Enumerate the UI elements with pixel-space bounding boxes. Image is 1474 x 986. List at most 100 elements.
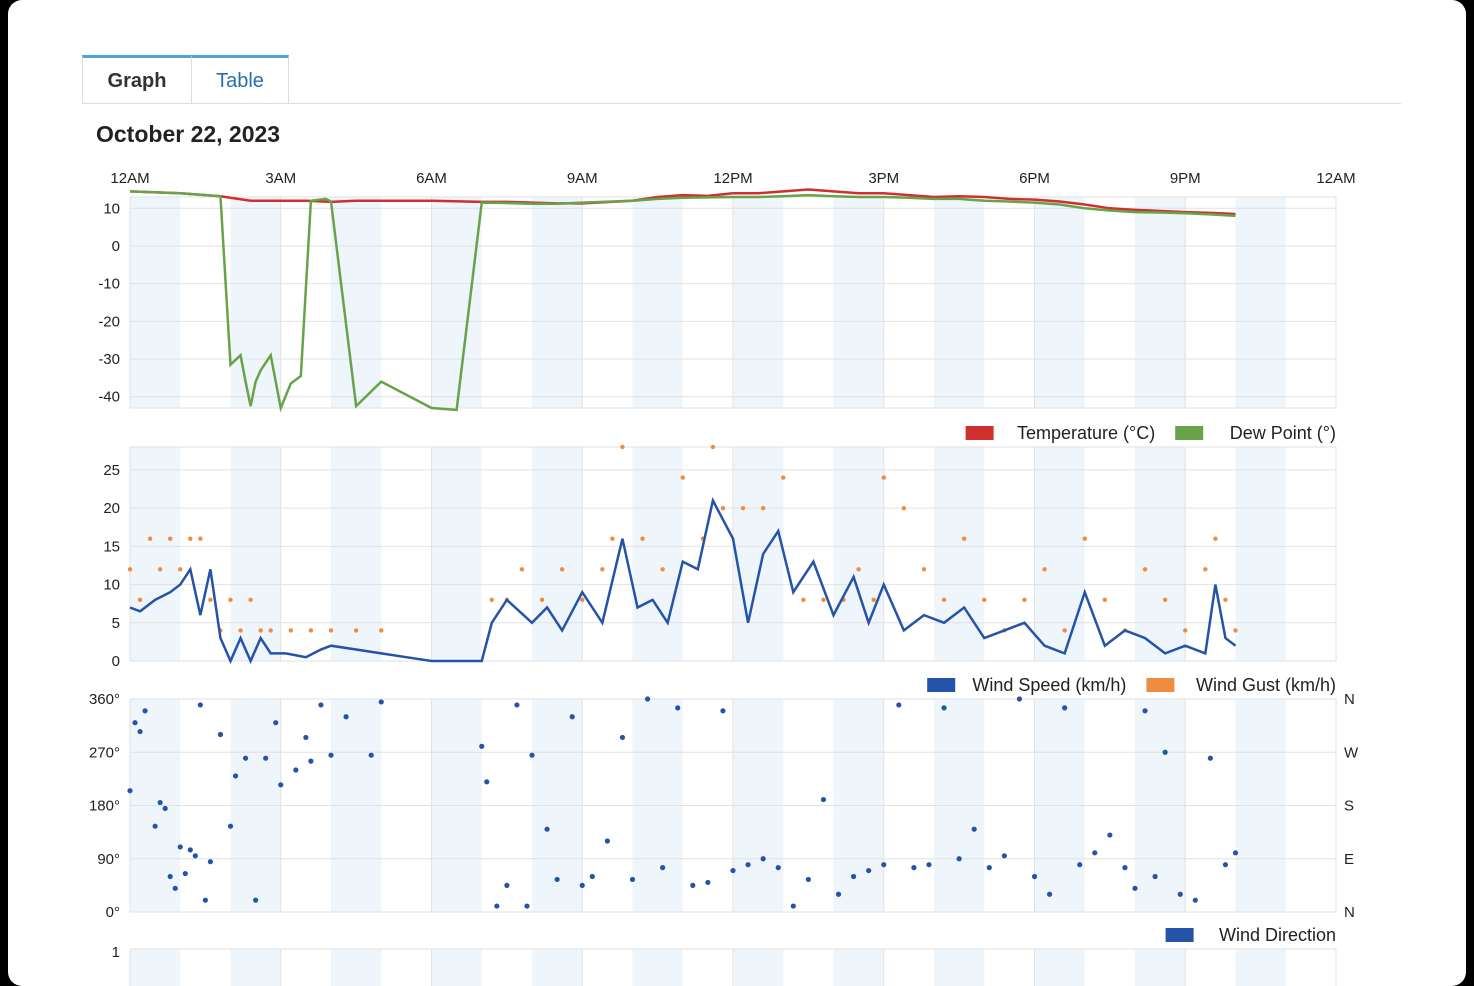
wind-direction-point bbox=[328, 752, 334, 758]
wind-gust-point bbox=[1082, 536, 1087, 541]
tab-graph[interactable]: Graph bbox=[82, 55, 192, 104]
wind-direction-point bbox=[1132, 885, 1138, 891]
wind-direction-point bbox=[1152, 873, 1158, 880]
wind-speed-line bbox=[129, 496, 1237, 665]
legend-swatch bbox=[1175, 426, 1204, 440]
temperature-line bbox=[129, 188, 1236, 216]
wind-direction-point bbox=[760, 856, 766, 862]
compass-label: N bbox=[1344, 904, 1355, 921]
hour-band bbox=[833, 197, 884, 408]
wind-gust-point bbox=[600, 567, 605, 572]
wind-direction-point bbox=[227, 823, 234, 829]
wind-gust-point bbox=[1022, 597, 1027, 603]
wind-direction-point bbox=[303, 734, 309, 741]
hour-band bbox=[1034, 949, 1085, 986]
y-tick-label: 10 bbox=[103, 577, 120, 594]
hour-band bbox=[1135, 447, 1186, 661]
wind-direction-point bbox=[866, 867, 872, 874]
wind-gust-point bbox=[559, 567, 565, 572]
plot-border bbox=[129, 948, 1337, 986]
y-tick-label: 0 bbox=[112, 653, 120, 670]
wind-direction-point bbox=[242, 755, 249, 761]
wind-gust-point bbox=[248, 597, 253, 603]
wind-direction-point bbox=[926, 862, 932, 868]
wind-gust-point bbox=[1042, 567, 1047, 572]
y-tick-label: 180° bbox=[89, 798, 120, 815]
wind-direction-point bbox=[263, 755, 269, 761]
wind-direction-point bbox=[790, 903, 796, 909]
wind-direction-point bbox=[730, 867, 736, 874]
wind-direction-point bbox=[1062, 705, 1068, 711]
wind-direction-point bbox=[820, 796, 827, 803]
hour-band bbox=[733, 447, 784, 661]
hour-band bbox=[1235, 447, 1286, 661]
hour-band bbox=[733, 949, 784, 986]
wind-direction-point bbox=[273, 720, 279, 726]
hour-band bbox=[1135, 949, 1186, 986]
wind-direction-point bbox=[644, 696, 651, 702]
wind-direction-point bbox=[167, 873, 173, 880]
wind-direction-point bbox=[1001, 853, 1007, 859]
legend-label: Temperature (°C) bbox=[1017, 423, 1155, 443]
tab-table[interactable]: Table bbox=[192, 55, 289, 104]
hour-band bbox=[331, 949, 382, 986]
wind-direction-point bbox=[745, 862, 751, 868]
wind-gust-point bbox=[680, 475, 685, 480]
wind-gust-point bbox=[127, 567, 133, 572]
hour-band bbox=[230, 949, 281, 986]
wind-gust-point bbox=[308, 628, 314, 633]
wind-gust-point bbox=[1223, 597, 1228, 603]
compass-label: S bbox=[1344, 798, 1354, 815]
wind-gust-point bbox=[198, 536, 203, 541]
legend-label: Wind Gust (km/h) bbox=[1196, 675, 1336, 695]
wind-direction-point bbox=[971, 826, 977, 832]
wind-gust-point bbox=[208, 597, 213, 603]
time-axis-label: 6AM bbox=[416, 170, 447, 187]
wind-gust-point bbox=[740, 505, 746, 511]
tab-divider bbox=[82, 103, 1401, 104]
time-axis-label: 3PM bbox=[868, 170, 899, 187]
y-tick-label: 360° bbox=[89, 691, 120, 708]
page-title: October 22, 2023 bbox=[96, 121, 281, 147]
wind-direction-point bbox=[941, 705, 947, 711]
wind-gust-point bbox=[620, 444, 625, 450]
wind-gust-point bbox=[539, 597, 545, 603]
wind-gust-point bbox=[610, 536, 615, 541]
temperature-chart-frame bbox=[129, 196, 1337, 409]
wind-direction-point bbox=[172, 885, 178, 891]
wind-direction-point bbox=[660, 865, 666, 871]
bottom-chart-frame bbox=[129, 948, 1337, 986]
wind-direction-point bbox=[1177, 891, 1183, 897]
wind-direction-point bbox=[529, 752, 535, 758]
wind-direction-point bbox=[494, 903, 500, 909]
wind-gust-point bbox=[1142, 567, 1148, 572]
wind-direction-point bbox=[504, 882, 510, 888]
wind-direction-point bbox=[1232, 850, 1239, 856]
wind-direction-point bbox=[579, 882, 585, 888]
hour-band bbox=[632, 197, 683, 408]
hour-band bbox=[532, 197, 583, 408]
wind-direction-point bbox=[1162, 749, 1168, 755]
hour-band bbox=[532, 447, 583, 661]
wind-gust-point bbox=[147, 536, 153, 541]
wind-direction-point bbox=[202, 897, 208, 903]
wind-gust-point bbox=[660, 567, 665, 572]
wind-direction-point bbox=[675, 705, 681, 711]
wind-direction-point bbox=[182, 870, 188, 877]
wind-direction-point bbox=[604, 838, 610, 844]
y-tick-label: 0 bbox=[112, 238, 120, 255]
compass-label: W bbox=[1344, 744, 1359, 761]
y-tick-label: 1 bbox=[112, 944, 120, 961]
wind-chart-frame bbox=[129, 446, 1337, 662]
wind-direction-point bbox=[293, 767, 299, 773]
wind-direction-point bbox=[152, 823, 158, 829]
time-axis-label: 3AM bbox=[265, 170, 296, 187]
wind-gust-point bbox=[288, 628, 293, 633]
time-axis-label: 12AM bbox=[110, 170, 149, 187]
hour-band bbox=[833, 447, 884, 661]
wind-direction-point bbox=[1192, 897, 1198, 903]
wind-gust-point bbox=[710, 444, 716, 450]
wind-direction-point bbox=[142, 708, 148, 714]
time-axis-label: 12AM bbox=[1316, 170, 1355, 187]
y-tick-label: 270° bbox=[89, 744, 120, 761]
